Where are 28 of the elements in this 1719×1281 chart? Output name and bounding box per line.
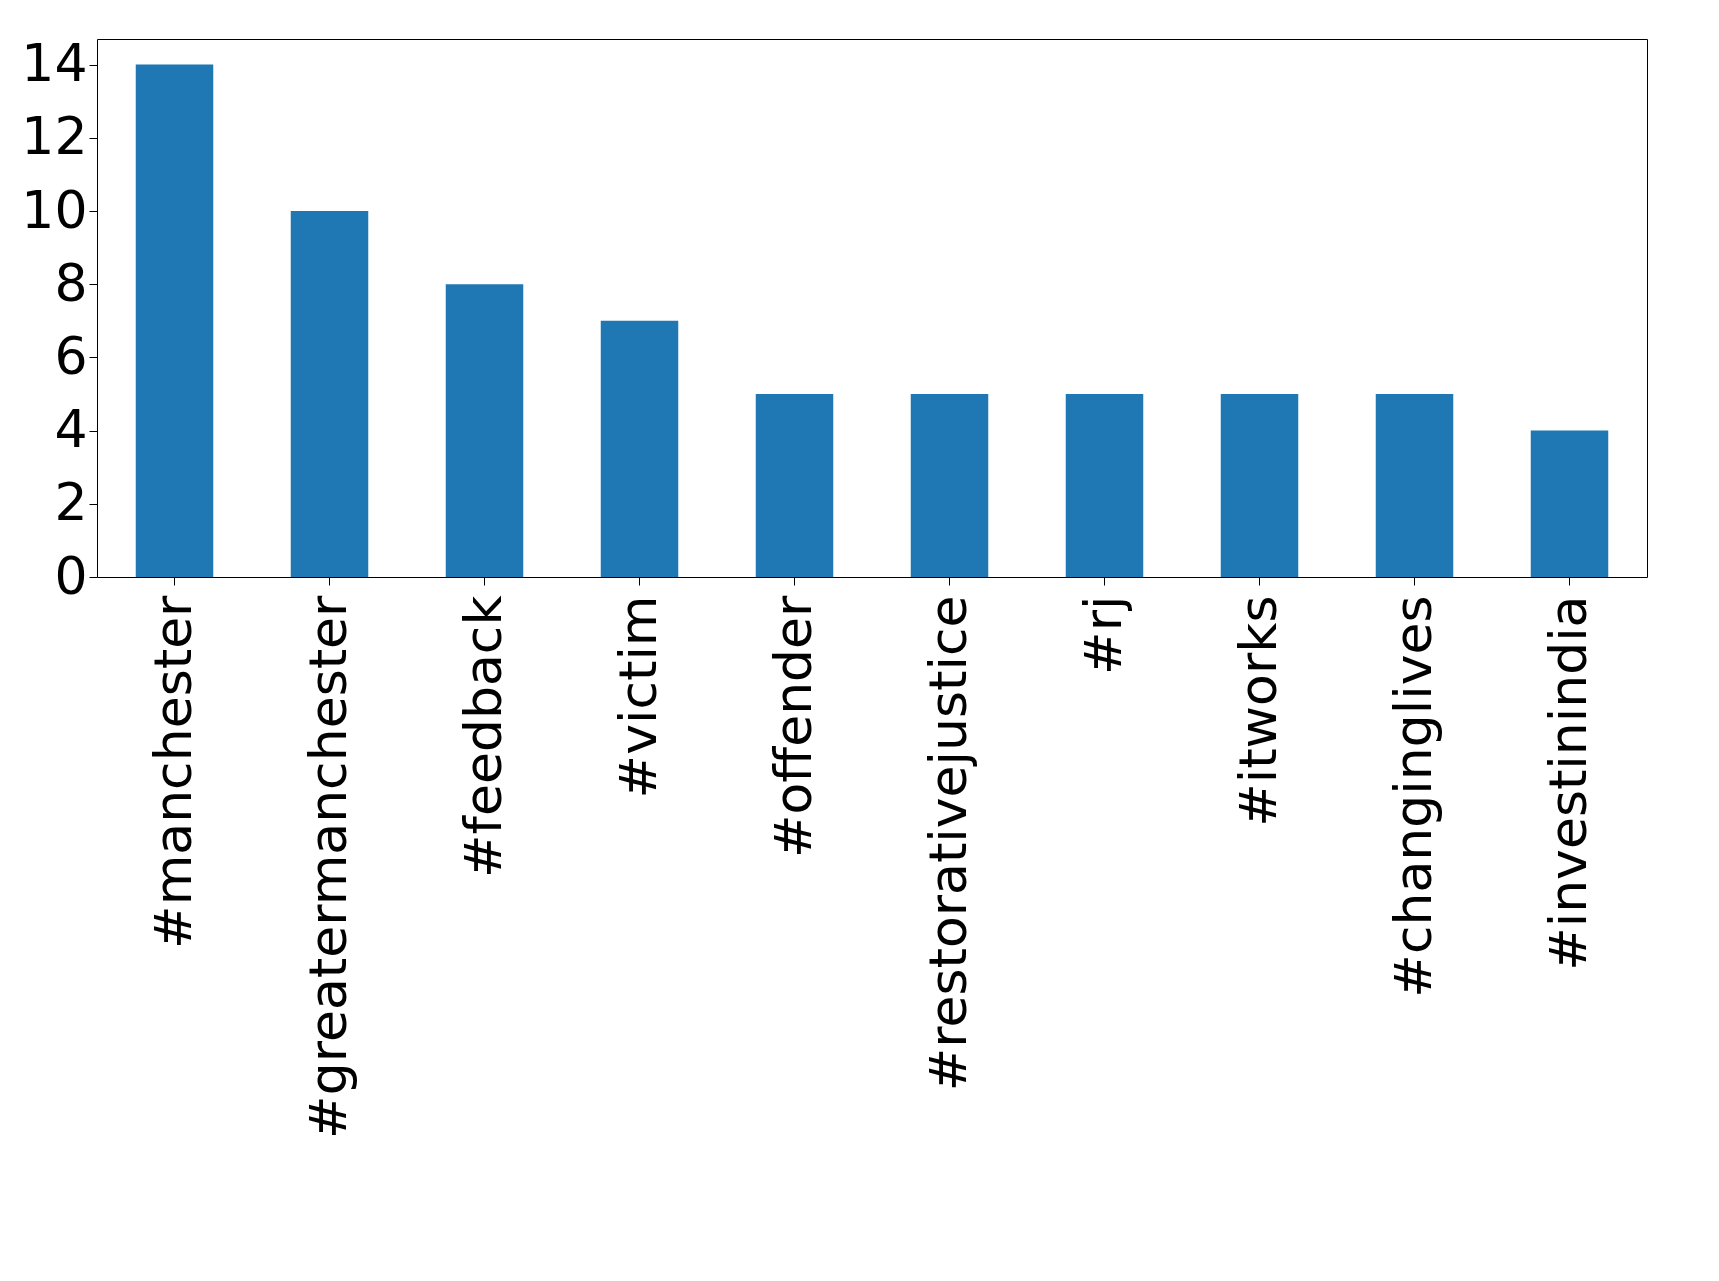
y-tick-label: 4	[54, 399, 88, 460]
bar	[445, 284, 524, 577]
y-tick-label: 2	[54, 472, 88, 533]
x-tick-label: #itworks	[1227, 595, 1288, 827]
bar	[600, 320, 679, 577]
y-tick-label: 10	[21, 179, 88, 240]
x-tick-label: #greatermanchester	[297, 594, 358, 1139]
bar	[1065, 394, 1144, 577]
x-tick-label: #manchester	[142, 594, 203, 949]
x-tick-label: #changinglives	[1382, 595, 1443, 998]
y-tick-label: 14	[21, 33, 88, 94]
bar	[755, 394, 834, 577]
bar	[1220, 394, 1299, 577]
bar	[135, 64, 214, 577]
x-tick-label: #feedback	[452, 595, 513, 878]
bar	[1375, 394, 1454, 577]
y-tick-label: 8	[54, 252, 88, 313]
x-tick-label: #offender	[762, 594, 823, 859]
bar	[910, 394, 989, 577]
bar	[290, 211, 369, 577]
bar	[1530, 430, 1609, 577]
y-tick-label: 6	[54, 325, 88, 386]
x-tick-label: #investinindia	[1537, 595, 1598, 971]
x-tick-label: #rj	[1072, 595, 1133, 675]
x-tick-label: #victim	[607, 595, 668, 799]
x-tick-label: #restorativejustice	[917, 595, 978, 1092]
y-tick-label: 0	[54, 545, 88, 606]
y-tick-label: 12	[21, 106, 88, 167]
